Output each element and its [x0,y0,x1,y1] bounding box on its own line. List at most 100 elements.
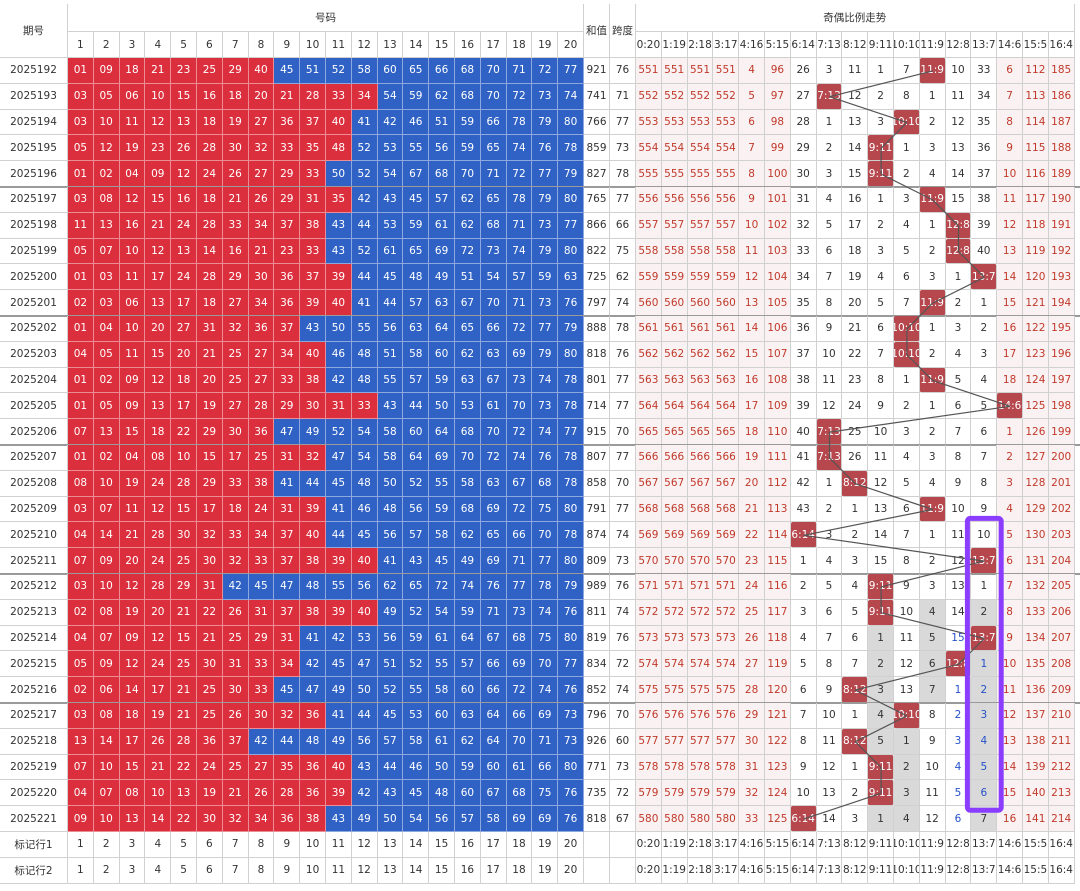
ratio-cell: 1 [971,574,998,600]
ratio-cell: 3 [868,238,894,265]
period-cell: 2025215 [0,651,68,678]
number-ball: 21 [145,754,172,781]
ratio-cell: 42 [790,470,817,497]
ratio-cell: 1 [919,522,946,549]
ratio-cell: 572 [687,599,714,626]
number-ball: 68 [506,625,533,652]
number-ball: 62 [455,522,481,549]
sum-value: 819 [584,625,610,652]
period-header: 期号 [0,4,68,58]
number-ball: 27 [171,316,197,342]
number-ball: 19 [222,109,249,136]
number-ball: 34 [248,806,275,832]
number-ball: 72 [455,238,481,265]
ratio-cell: 102 [765,212,791,239]
number-ball: 03 [68,574,94,600]
span-value: 67 [610,806,636,832]
period-cell: 2025205 [0,393,68,420]
ratio-cell: 17 [739,393,765,420]
ratio-cell: 570 [661,548,688,574]
ratio-cell: 2 [816,135,843,162]
ratio-cell: 7:13 [816,419,843,445]
ratio-cell: 6:14 [790,522,817,549]
ratio-cell: 7:13 [816,83,843,110]
number-ball: 70 [480,83,507,110]
number-ball: 70 [455,161,481,187]
ratio-cell: 17 [842,212,869,239]
ratio-cell: 9:11 [868,754,894,781]
ratio-cell: 125 [765,806,791,832]
ratio-cell: 7 [997,83,1023,110]
ratio-col-header: 4:16 [739,32,765,58]
ratio-cell: 551 [661,58,688,84]
number-ball: 71 [532,728,559,755]
footer-sum [584,832,610,858]
ratio-cell: 580 [661,806,688,832]
number-ball: 28 [197,212,223,239]
number-ball: 54 [351,445,378,471]
number-ball: 77 [532,161,559,187]
number-ball: 73 [506,599,533,626]
ratio-cell: 3 [894,780,920,807]
ratio-cell: 552 [687,83,714,110]
number-ball: 37 [274,548,301,574]
footer-ratio: 1:19 [661,857,688,884]
ratio-cell: 141 [1023,806,1049,832]
number-ball: 61 [480,393,507,420]
number-ball: 13 [171,238,197,265]
number-ball: 29 [197,470,223,497]
ratio-cell: 4 [997,496,1023,523]
number-ball: 25 [222,367,249,394]
number-ball: 44 [326,522,352,549]
number-ball: 74 [558,83,584,110]
ratio-cell: 4 [790,625,817,652]
number-ball: 41 [351,290,378,316]
ratio-cell: 5 [894,238,920,265]
ratio-cell: 207 [1048,625,1075,652]
number-ball: 80 [558,625,584,652]
number-ball: 70 [506,728,533,755]
number-ball: 79 [558,316,584,342]
ratio-cell: 11 [842,58,869,84]
ratio-cell: 18 [997,367,1023,394]
ratio-cell: 4 [919,470,946,497]
footer-label: 标记行2 [0,857,68,884]
number-ball: 72 [506,316,533,342]
number-ball: 02 [68,677,94,703]
number-ball: 24 [145,651,172,678]
ratio-cell: 38 [790,367,817,394]
number-ball: 16 [171,187,197,213]
number-ball: 65 [480,187,507,213]
number-ball: 11 [119,341,146,368]
number-ball: 55 [403,677,430,703]
number-ball: 39 [326,548,352,574]
span-value: 77 [610,367,636,394]
ratio-cell: 1 [894,367,920,394]
footer-num: 12 [351,857,378,884]
number-ball: 27 [222,393,249,420]
number-ball: 55 [403,135,430,162]
ratio-cell: 10 [997,161,1023,187]
number-ball: 49 [326,728,352,755]
ratio-cell: 4 [816,548,843,574]
number-ball: 37 [274,316,301,342]
number-ball: 68 [455,83,481,110]
number-ball: 61 [429,212,455,239]
span-value: 73 [610,754,636,781]
ratio-cell: 577 [687,728,714,755]
sum-value: 926 [584,728,610,755]
ratio-cell: 4 [971,367,998,394]
number-ball: 14 [197,238,223,265]
ratio-cell: 14 [997,754,1023,781]
ratio-cell: 16 [997,316,1023,342]
number-ball: 17 [222,445,249,471]
footer-ratio: 9:11 [868,857,894,884]
number-ball: 16 [197,83,223,110]
ratio-cell: 557 [661,212,688,239]
number-ball: 14 [93,728,120,755]
number-ball: 58 [480,806,507,832]
number-ball: 26 [222,161,249,187]
number-ball: 01 [68,58,94,84]
ratio-cell: 20 [842,290,869,316]
footer-num: 14 [403,857,430,884]
